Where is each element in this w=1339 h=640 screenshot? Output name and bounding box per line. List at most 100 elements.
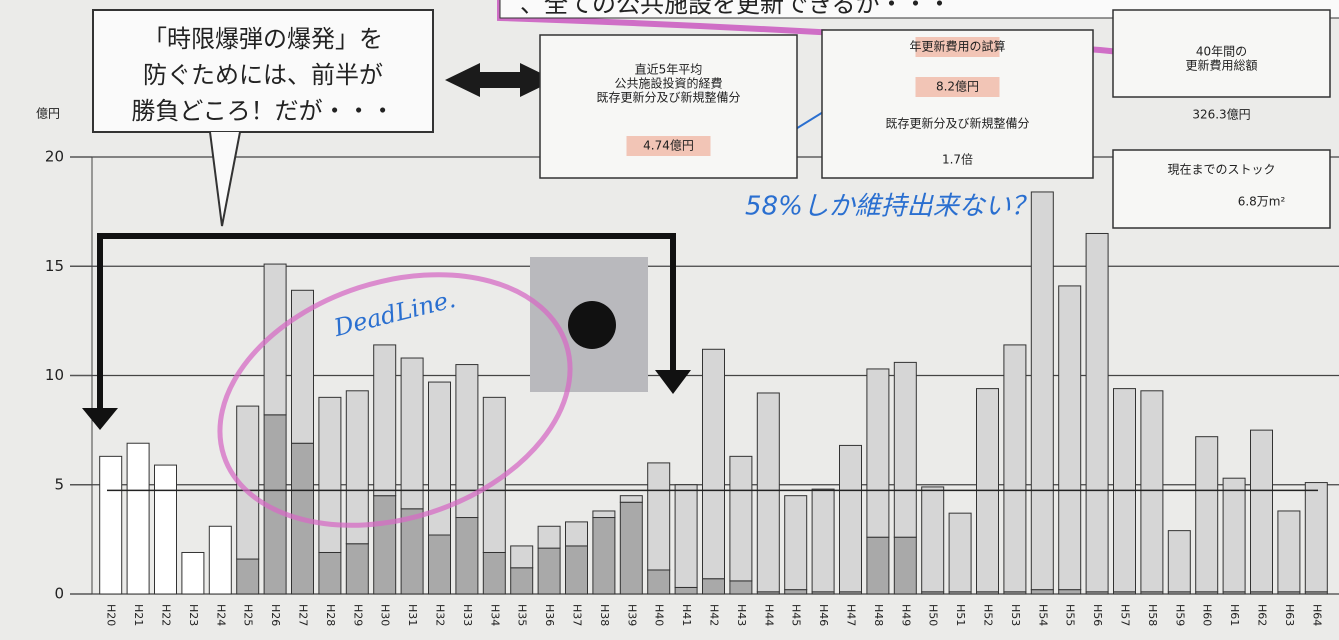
x-tick-label: H42 — [708, 604, 721, 626]
x-tick-label: H53 — [1009, 604, 1022, 626]
bar — [949, 513, 971, 592]
box-text: 直近5年平均 — [635, 63, 703, 77]
callout-text: 「時限爆弾の爆発」を — [143, 25, 383, 53]
x-tick-label: H36 — [543, 604, 556, 626]
bar — [620, 496, 642, 503]
box-text: 既存更新分及び新規整備分 — [885, 116, 1029, 131]
x-tick-label: H35 — [516, 604, 529, 626]
x-tick-label: H56 — [1091, 604, 1104, 626]
bar — [1168, 531, 1190, 592]
bar — [1031, 590, 1053, 594]
bar — [1086, 233, 1108, 591]
bar — [757, 393, 779, 592]
bar — [675, 587, 697, 594]
bar — [538, 548, 560, 594]
y-tick-label: 0 — [54, 585, 64, 603]
bar — [648, 570, 670, 594]
x-tick-label: H29 — [351, 604, 364, 626]
bar — [648, 463, 670, 570]
y-unit: 億円 — [36, 107, 60, 121]
x-tick-label: H22 — [160, 604, 173, 626]
bar — [730, 581, 752, 594]
bar — [593, 518, 615, 594]
x-tick-label: H54 — [1036, 604, 1049, 626]
x-tick-label: H21 — [132, 604, 145, 626]
bar — [1031, 192, 1053, 590]
bar — [566, 546, 588, 594]
bar — [867, 537, 889, 594]
bar — [538, 526, 560, 548]
x-tick-label: H49 — [899, 604, 912, 626]
x-tick-label: H50 — [927, 604, 940, 626]
x-tick-label: H24 — [214, 604, 227, 626]
x-tick-label: H31 — [406, 604, 419, 626]
box-text: 現在までのストック — [1167, 163, 1275, 177]
x-tick-label: H23 — [187, 604, 200, 626]
x-tick-label: H30 — [379, 604, 392, 626]
x-tick-label: H25 — [242, 604, 255, 626]
bar — [1305, 483, 1327, 592]
bar — [456, 518, 478, 594]
y-tick-label: 5 — [54, 475, 64, 493]
x-tick-label: H48 — [872, 604, 885, 626]
box-text: 6.8万m² — [1238, 195, 1286, 209]
x-tick-label: H60 — [1201, 604, 1214, 626]
bar — [1251, 430, 1273, 592]
info-box — [540, 35, 797, 178]
bar — [1004, 345, 1026, 592]
bar — [922, 487, 944, 592]
box-text: 公共施設投資的経費 — [614, 76, 722, 91]
bar — [1278, 511, 1300, 592]
x-tick-label: H41 — [680, 604, 693, 626]
bar — [237, 559, 259, 594]
x-tick-label: H43 — [735, 604, 748, 626]
x-tick-label: H59 — [1173, 604, 1186, 626]
x-tick-label: H33 — [461, 604, 474, 626]
x-tick-label: H63 — [1283, 604, 1296, 626]
box-text: 40年間の — [1196, 45, 1247, 59]
bar — [1223, 478, 1245, 592]
x-tick-label: H44 — [762, 604, 775, 626]
bar — [1141, 391, 1163, 592]
bar — [127, 443, 149, 594]
x-tick-label: H61 — [1228, 604, 1241, 626]
bar — [703, 579, 725, 594]
x-tick-label: H32 — [434, 604, 447, 626]
box-text: 年更新費用の試算 — [909, 39, 1005, 54]
chart: 05101520億円H20H21H22H23H24H25H26H27H28H29… — [0, 0, 1339, 640]
x-tick-label: H62 — [1256, 604, 1269, 626]
bar — [483, 552, 505, 594]
bar — [785, 496, 807, 590]
box-text: 更新費用総額 — [1185, 58, 1257, 73]
bar — [209, 526, 231, 594]
bar — [511, 546, 533, 568]
bomb — [568, 301, 616, 349]
bar — [566, 522, 588, 546]
bar — [1196, 437, 1218, 592]
box-text: 4.74億円 — [643, 139, 694, 153]
x-tick-label: H37 — [571, 604, 584, 626]
bar — [511, 568, 533, 594]
callout-text: 防ぐためには、前半が — [143, 61, 383, 89]
bar — [894, 362, 916, 537]
y-tick-label: 20 — [45, 148, 64, 166]
y-tick-label: 15 — [45, 257, 64, 275]
bar — [675, 485, 697, 588]
box-text: 1.7倍 — [942, 152, 973, 167]
box-text: 326.3億円 — [1192, 108, 1250, 122]
bar — [346, 544, 368, 594]
bar — [812, 489, 834, 592]
box-text: 既存更新分及び新規整備分 — [596, 90, 740, 105]
x-tick-label: H38 — [598, 604, 611, 626]
bar — [100, 456, 122, 594]
x-tick-label: H51 — [954, 604, 967, 626]
x-tick-label: H47 — [845, 604, 858, 626]
x-tick-label: H45 — [790, 604, 803, 626]
x-tick-label: H64 — [1310, 604, 1323, 626]
x-tick-label: H34 — [488, 604, 501, 626]
bar — [401, 358, 423, 509]
x-tick-label: H28 — [324, 604, 337, 626]
x-tick-label: H58 — [1146, 604, 1159, 626]
bar — [429, 535, 451, 594]
x-tick-label: H26 — [269, 604, 282, 626]
